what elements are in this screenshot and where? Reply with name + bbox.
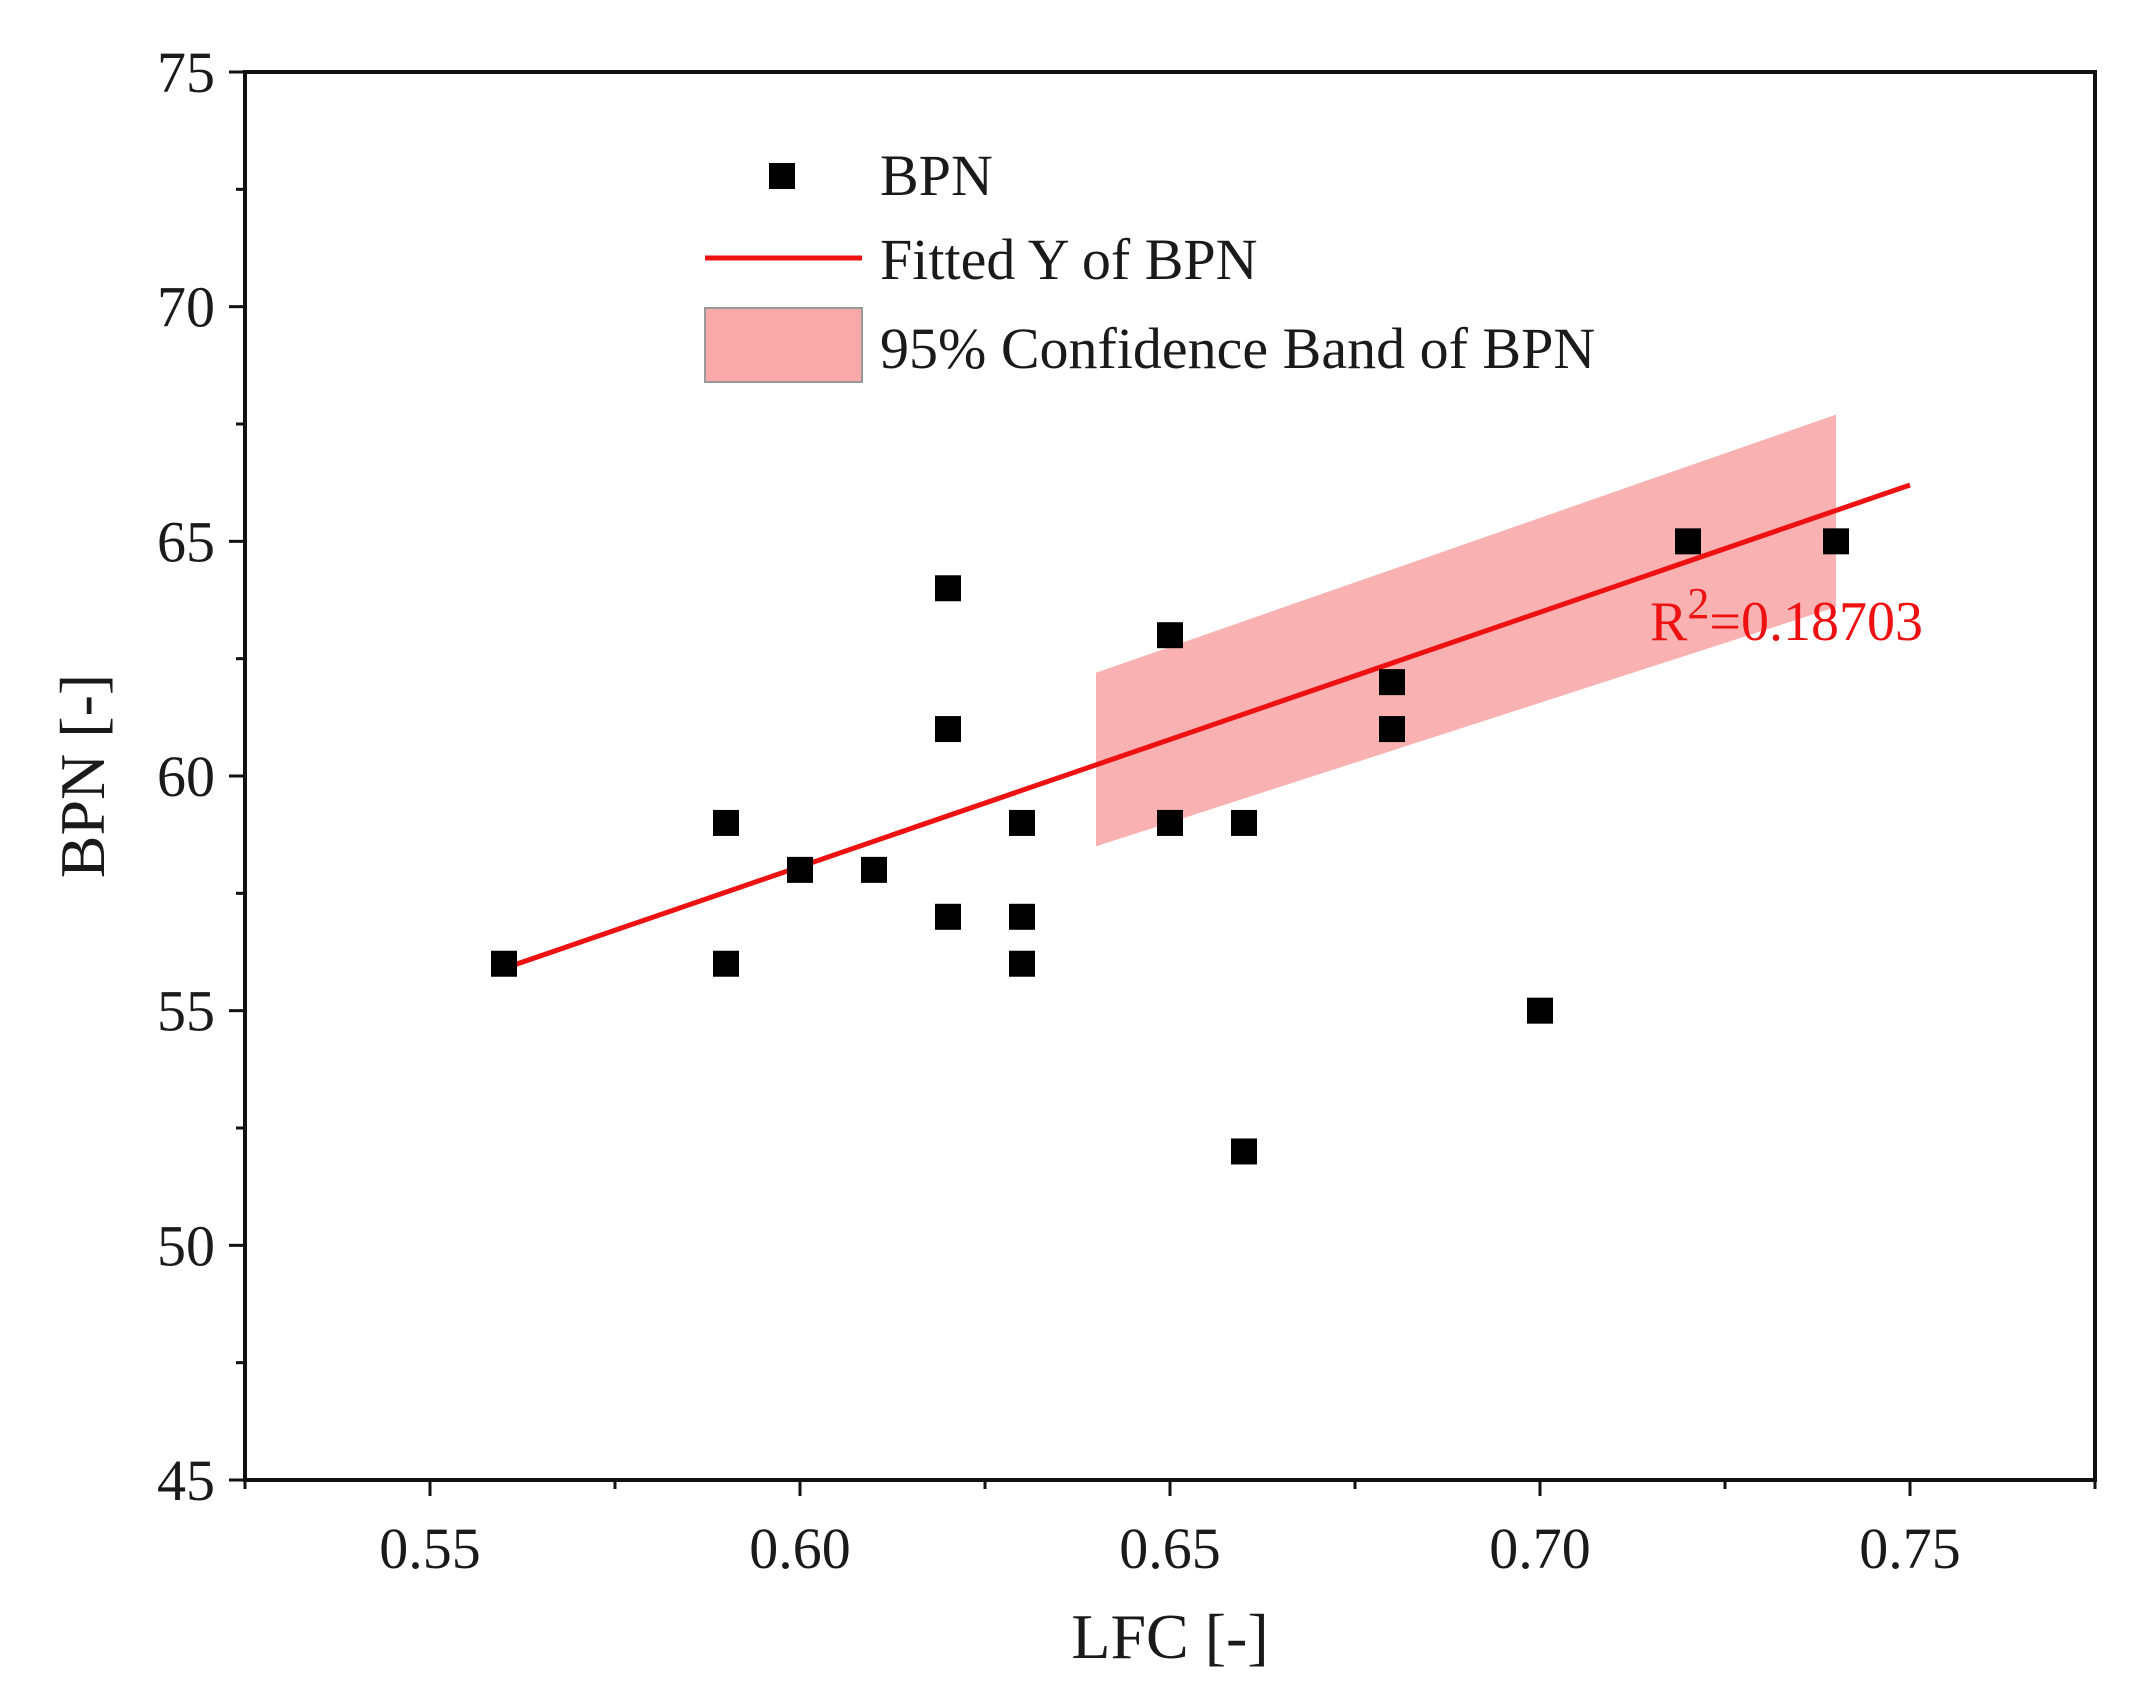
data-point	[935, 903, 961, 930]
r-squared-value: =0.18703	[1709, 591, 1923, 653]
y-tick-label: 75	[157, 40, 215, 105]
data-point	[1379, 716, 1405, 743]
data-point	[1675, 528, 1701, 555]
y-tick-label: 60	[157, 744, 215, 809]
fit-line-layer	[503, 482, 1911, 971]
fitted-line	[503, 482, 1911, 971]
legend-label-band: 95% Confidence Band of BPN	[880, 316, 1595, 381]
x-tick-label: 0.75	[1859, 1516, 1961, 1581]
legend-label-fit: Fitted Y of BPN	[880, 227, 1258, 292]
legend: BPN Fitted Y of BPN 95% Confidence Band …	[704, 143, 1595, 383]
axis-ticks	[229, 70, 2097, 1496]
x-tick-label: 0.70	[1489, 1516, 1591, 1581]
x-tick-label: 0.55	[379, 1516, 481, 1581]
r-squared-letter: R	[1650, 591, 1688, 653]
data-point	[1231, 809, 1257, 836]
data-point	[1379, 669, 1405, 696]
y-tick-labels: 45 50 55 60 65 70 75	[157, 40, 215, 1513]
legend-marker-band	[704, 307, 863, 383]
x-tick-label: 0.60	[749, 1516, 851, 1581]
data-point	[935, 575, 961, 602]
data-point	[1009, 903, 1035, 930]
y-tick-label: 65	[157, 509, 215, 574]
legend-marker-square	[769, 163, 795, 189]
data-point	[713, 950, 739, 977]
x-tick-label: 0.65	[1119, 1516, 1221, 1581]
data-point	[1157, 622, 1183, 649]
data-point	[1527, 997, 1553, 1024]
confidence-band	[1096, 414, 1836, 847]
data-point	[861, 856, 887, 883]
y-tick-label: 45	[157, 1448, 215, 1513]
data-points	[491, 528, 1849, 1165]
confidence-band-layer	[1096, 414, 1836, 847]
r-squared-annotation: R2=0.18703	[1650, 579, 1923, 653]
data-point	[1009, 950, 1035, 977]
data-point	[935, 716, 961, 743]
x-tick-labels: 0.55 0.60 0.65 0.70 0.75	[379, 1516, 1961, 1581]
data-point	[1231, 1138, 1257, 1165]
data-point	[1009, 809, 1035, 836]
legend-label-bpn: BPN	[880, 143, 993, 208]
y-axis-title: BPN [-]	[47, 674, 118, 878]
y-tick-label: 50	[157, 1213, 215, 1278]
y-tick-label: 70	[157, 275, 215, 340]
data-point	[713, 809, 739, 836]
data-point	[1823, 528, 1849, 555]
x-axis-title: LFC [-]	[1071, 1601, 1268, 1672]
data-point	[491, 950, 517, 977]
r-squared-superscript: 2	[1687, 579, 1709, 628]
data-point	[787, 856, 813, 883]
data-point	[1157, 809, 1183, 836]
y-tick-label: 55	[157, 979, 215, 1044]
